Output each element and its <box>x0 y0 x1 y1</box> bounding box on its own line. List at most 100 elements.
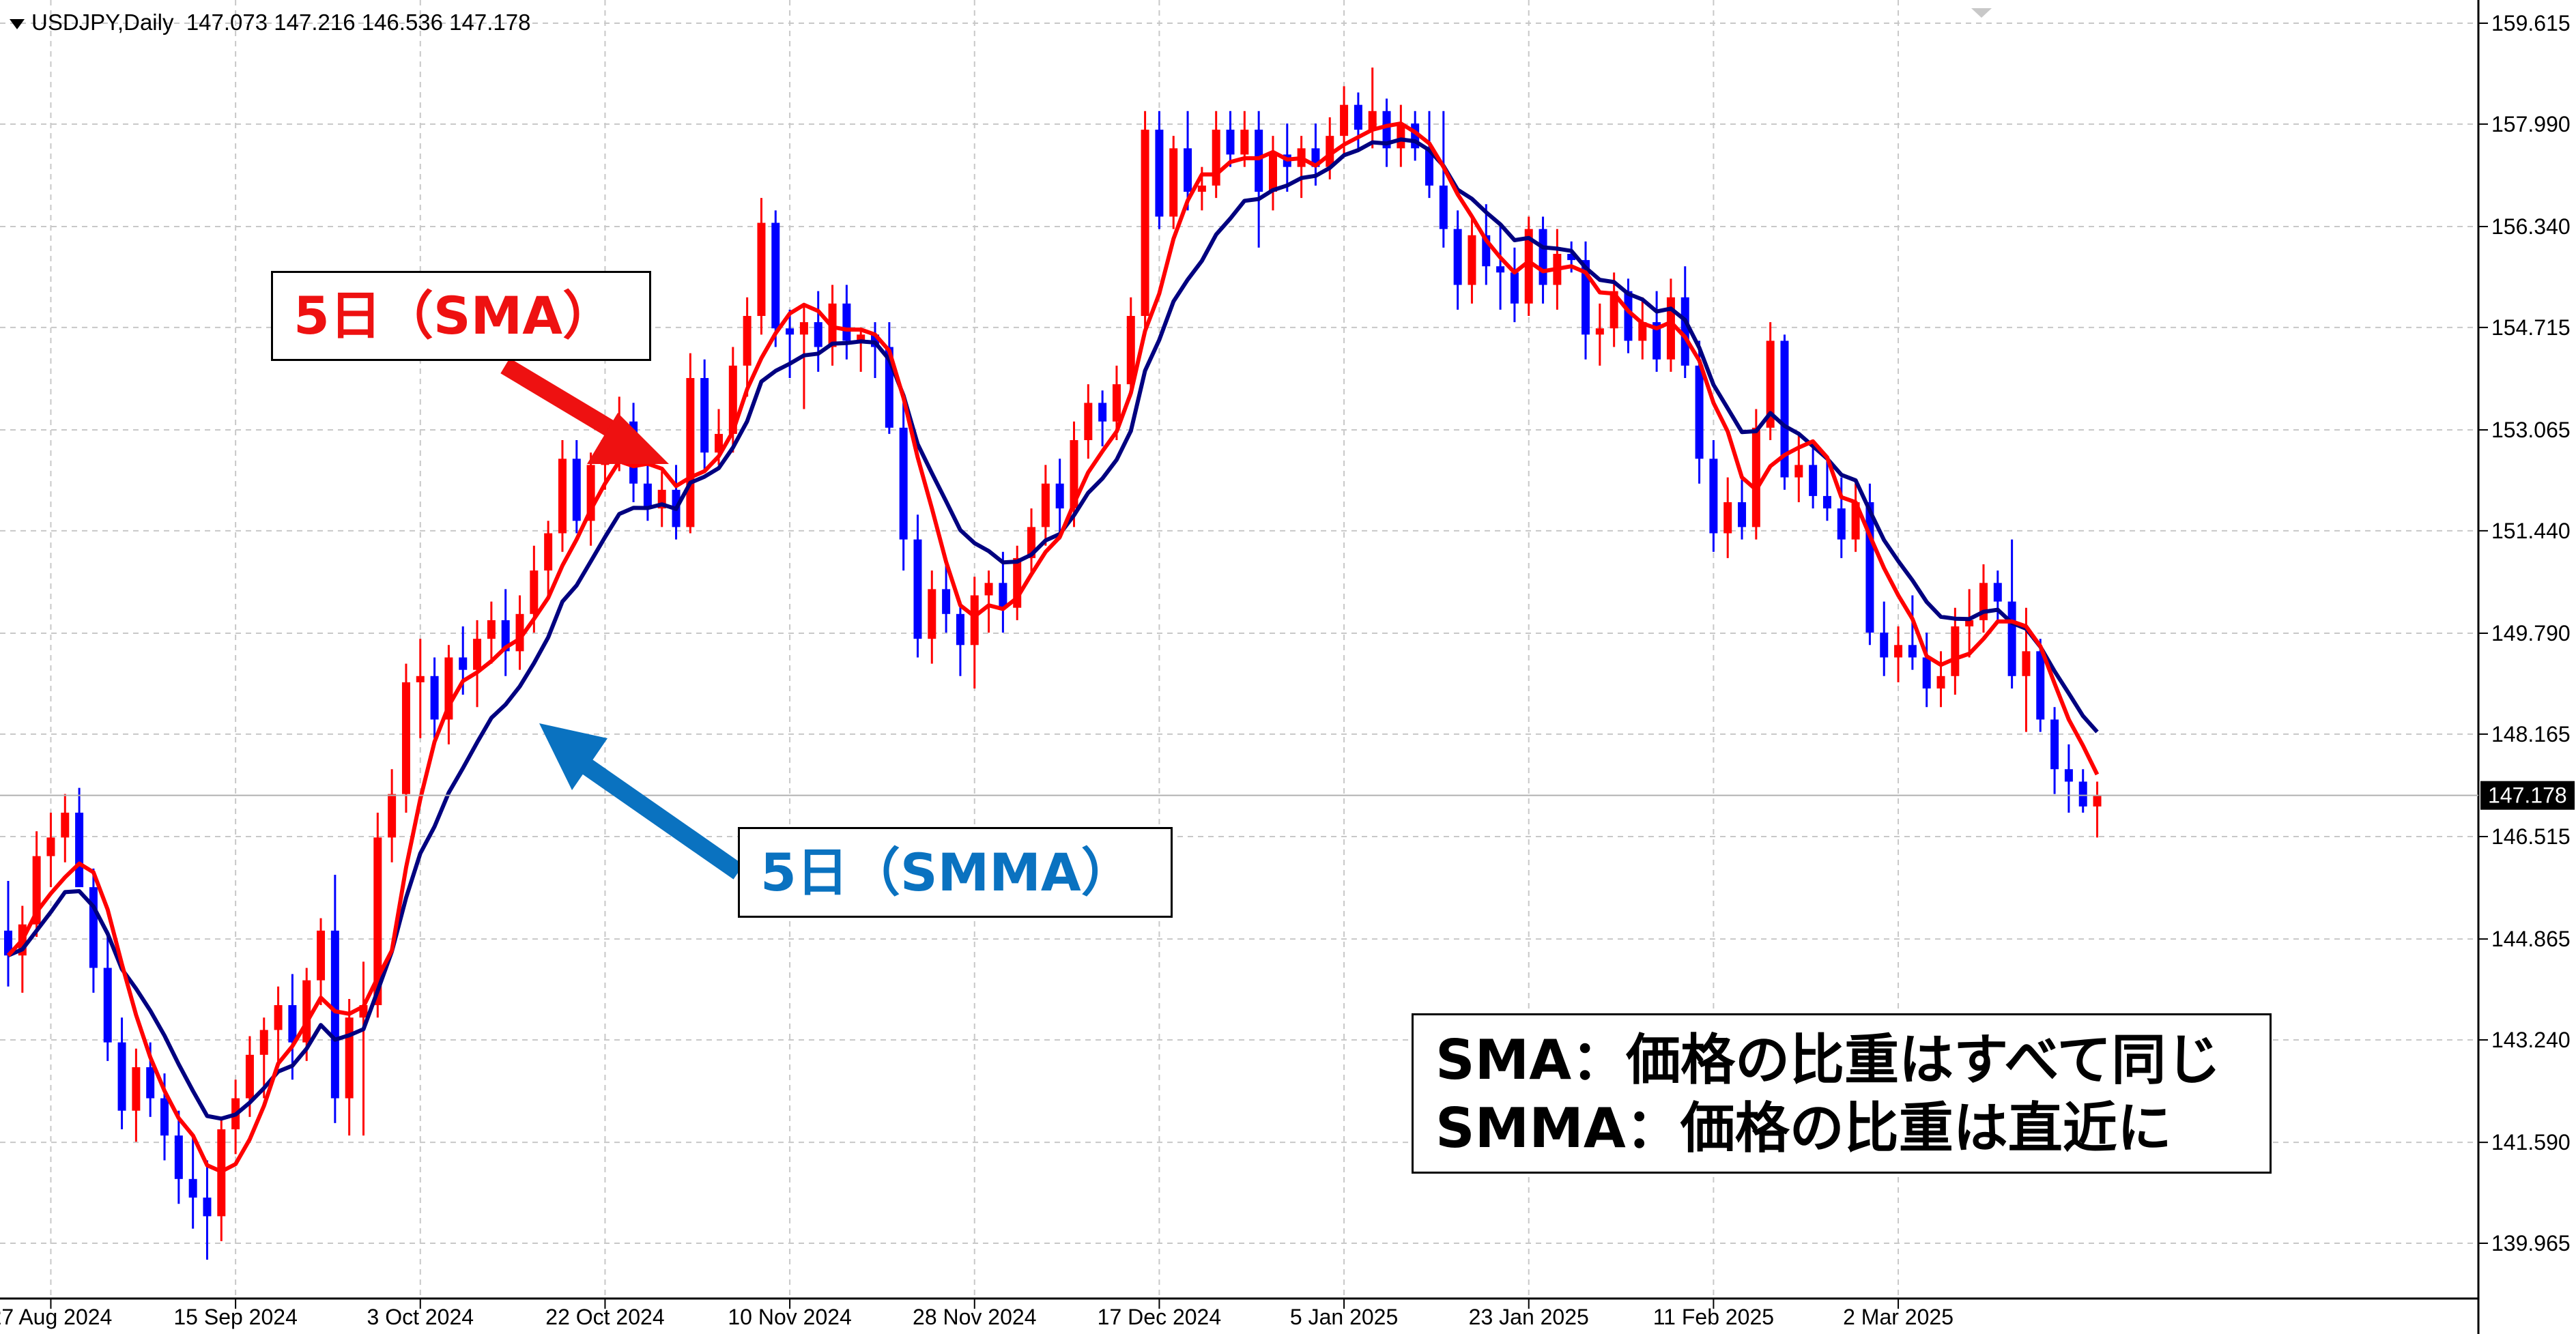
candle-body <box>530 570 539 614</box>
candle-body <box>913 539 922 639</box>
candle <box>1041 465 1050 546</box>
candle-body <box>1922 657 1931 688</box>
candle-body <box>899 427 908 540</box>
y-tick-label: 156.340 <box>2491 214 2571 239</box>
candle-body <box>984 583 993 596</box>
candle <box>203 1160 212 1260</box>
sma-callout: 5日（SMA） <box>271 271 651 361</box>
candle-body <box>1951 626 1960 676</box>
candle <box>2093 781 2102 838</box>
candle-body <box>1112 384 1121 422</box>
candle <box>444 645 453 744</box>
candle-body <box>1567 254 1576 261</box>
candle <box>373 812 382 1018</box>
x-tick-label: 22 Oct 2024 <box>545 1305 664 1329</box>
x-tick-label: 11 Feb 2025 <box>1653 1305 1774 1329</box>
candle-body <box>473 639 482 670</box>
candle-body <box>117 1042 126 1111</box>
candle <box>345 998 354 1136</box>
dropdown-triangle-icon[interactable] <box>10 18 25 29</box>
candle-body <box>1908 645 1917 658</box>
candle <box>1539 216 1547 304</box>
candle <box>1169 136 1178 229</box>
x-tick-label: 27 Aug 2024 <box>0 1305 112 1329</box>
candle-body <box>1197 185 1206 192</box>
candle-body <box>771 222 780 329</box>
candle-body <box>1354 104 1362 130</box>
candle-body <box>459 657 468 670</box>
candle-body <box>1070 440 1078 509</box>
candle <box>274 986 283 1068</box>
candle-body <box>1240 130 1249 155</box>
symbol-label: USDJPY,Daily <box>31 10 174 35</box>
candle-body <box>544 533 553 571</box>
candle-body <box>2050 719 2059 770</box>
smma-arrow <box>539 723 744 880</box>
candle <box>1184 111 1192 211</box>
candle-body <box>146 1067 155 1099</box>
candle <box>1936 651 1945 708</box>
y-tick-label: 139.965 <box>2491 1231 2571 1256</box>
candle <box>1595 303 1604 366</box>
candle <box>4 881 12 987</box>
candle-body <box>1822 495 1831 509</box>
candle-body <box>757 222 766 317</box>
candle-body <box>2093 795 2102 807</box>
candle-body <box>203 1198 212 1217</box>
candle-body <box>1709 459 1718 534</box>
candle-body <box>1609 291 1618 329</box>
candle <box>1880 601 1889 676</box>
candle-body <box>715 433 723 453</box>
candle-body <box>1368 111 1377 130</box>
candle-body <box>388 794 397 838</box>
candle-body <box>501 620 510 652</box>
candle <box>188 1135 197 1229</box>
candle-body <box>1141 130 1149 317</box>
candle <box>1084 384 1093 459</box>
candle-body <box>1780 340 1789 478</box>
x-tick-label: 28 Nov 2024 <box>913 1305 1036 1329</box>
candle-body <box>686 378 695 527</box>
candle-body <box>1624 291 1633 341</box>
candle <box>1922 633 1931 708</box>
note-line-1: SMA：価格の比重はすべて同じ <box>1435 1028 2221 1092</box>
candle-body <box>1212 130 1220 186</box>
candle-body <box>1268 154 1277 192</box>
current-price-tag: 147.178 <box>2480 781 2575 810</box>
candle-body <box>956 613 964 646</box>
candle <box>259 1017 268 1099</box>
candle-body <box>1695 365 1704 459</box>
candle <box>558 440 567 552</box>
candle-body <box>1510 272 1519 304</box>
candle <box>1709 440 1718 552</box>
candle <box>75 787 84 888</box>
candle <box>430 657 439 738</box>
ohlc-values: 147.073 147.216 146.536 147.178 <box>186 10 531 35</box>
candle-body <box>1084 403 1093 441</box>
candle <box>317 918 326 1006</box>
candle-body <box>942 589 951 614</box>
candle <box>1780 334 1789 490</box>
y-tick-label: 159.615 <box>2491 11 2571 35</box>
candle <box>757 198 766 335</box>
candle-body <box>842 303 851 341</box>
candle-body <box>430 676 439 720</box>
candle-body <box>487 620 496 639</box>
candle-body <box>1894 645 1903 658</box>
candle <box>1368 68 1377 149</box>
chart-symbol-header: USDJPY,Daily 147.073 147.216 146.536 147… <box>10 10 530 35</box>
candle <box>1126 297 1135 397</box>
candle <box>842 285 851 360</box>
candle <box>899 403 908 571</box>
candle <box>1226 111 1235 167</box>
candle-body <box>1751 427 1760 527</box>
candle-body <box>786 328 795 335</box>
candle <box>416 639 425 738</box>
candle <box>1425 111 1433 199</box>
note-line-2: SMMA：価格の比重は直近に <box>1435 1097 2172 1160</box>
candle <box>686 353 695 534</box>
x-tick-label: 3 Oct 2024 <box>367 1305 474 1329</box>
candle-body <box>1837 508 1846 540</box>
candle <box>46 812 55 888</box>
